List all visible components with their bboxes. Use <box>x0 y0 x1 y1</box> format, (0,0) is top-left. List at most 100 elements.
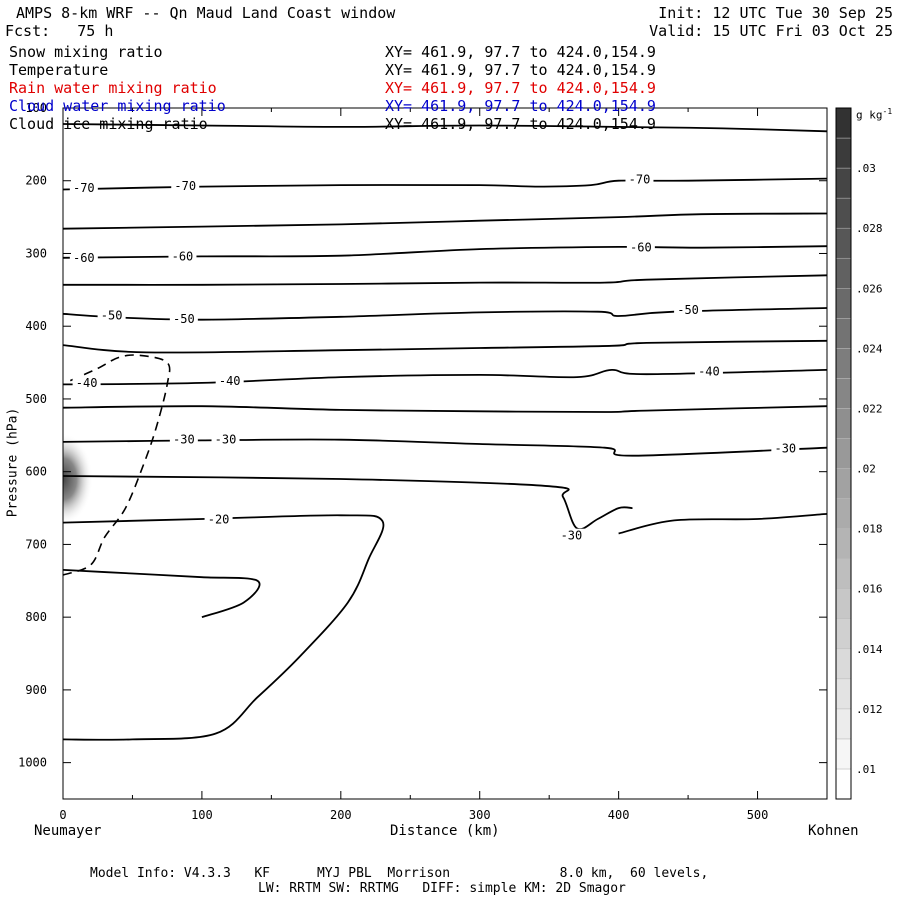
contour-label-bg <box>625 172 654 187</box>
contour-label-bg <box>97 308 126 323</box>
right-endpoint-label: Kohnen <box>808 823 859 839</box>
contour-label-bg <box>69 181 98 196</box>
contour-label-bg <box>215 373 244 388</box>
contour-label-bg <box>69 250 98 265</box>
temperature-contour <box>618 513 827 535</box>
x-tick-label: 500 <box>747 808 769 822</box>
contour-label: -30 <box>561 529 583 543</box>
colorbar-bin <box>835 468 852 499</box>
temperature-contour <box>63 339 827 354</box>
colorbar-tick-label: .016 <box>856 583 883 596</box>
contour-label: -30 <box>774 441 796 455</box>
contour-label-bg <box>168 249 197 264</box>
field-xy: XY= 461.9, 97.7 to 424.0,154.9 <box>385 61 656 79</box>
contour-label-bg <box>674 303 703 318</box>
colorbar-bin <box>835 288 852 319</box>
contour-label-bg <box>72 375 101 390</box>
colorbar-bin <box>835 107 852 139</box>
contour-label: -30 <box>215 433 237 447</box>
contour-label-bg <box>211 432 240 447</box>
init-time: Init: 12 UTC Tue 30 Sep 25 <box>658 4 893 22</box>
colorbar-tick-label: .018 <box>856 523 883 536</box>
colorbar-bin <box>835 618 852 650</box>
field-name: Cloud water mixing ratio <box>9 97 226 115</box>
contour-label: -50 <box>677 303 699 317</box>
contour-label: -70 <box>629 172 651 186</box>
y-tick-label: 200 <box>25 174 47 188</box>
contour-label: -60 <box>172 249 194 263</box>
contour-label: -40 <box>219 374 241 388</box>
field-xy: XY= 461.9, 97.7 to 424.0,154.9 <box>385 97 656 115</box>
colorbar-bin <box>835 167 852 199</box>
cloud-ice-contour-layer <box>63 354 171 576</box>
temperature-contour <box>63 368 827 386</box>
snow-maximum-shading <box>63 432 93 525</box>
snow-shading-layer <box>63 432 93 525</box>
temperature-contour <box>63 274 827 286</box>
temperature-contour <box>63 569 261 619</box>
temperature-contour-layer <box>63 123 827 741</box>
contour-label-bg <box>557 528 586 543</box>
colorbar-bin <box>835 558 852 589</box>
colorbar-bin <box>835 318 852 349</box>
colorbar-bin <box>835 137 852 169</box>
colorbar-unit: g kg-1 <box>856 107 893 122</box>
colorbar-bin <box>835 588 852 619</box>
y-axis-label: Pressure (hPa) <box>5 407 21 518</box>
y-tick-label: 500 <box>25 392 47 406</box>
colorbar-bin <box>835 257 852 289</box>
colorbar-bin <box>835 197 852 229</box>
colorbar-tick-label: .03 <box>856 162 876 175</box>
valid-time: Valid: 15 UTC Fri 03 Oct 25 <box>649 22 893 40</box>
temperature-contour <box>63 212 827 230</box>
contour-label: -70 <box>73 181 95 195</box>
colorbar-bin <box>835 768 852 800</box>
colorbar-tick-label: .014 <box>856 643 883 656</box>
field-name: Temperature <box>9 61 109 79</box>
contour-label-bg <box>694 364 723 379</box>
model-info-line2: LW: RRTM SW: RRTMG DIFF: simple KM: 2D S… <box>258 881 626 896</box>
contour-label: -40 <box>76 376 98 390</box>
field-xy: XY= 461.9, 97.7 to 424.0,154.9 <box>385 79 656 97</box>
contour-label: -50 <box>101 308 123 322</box>
axes-layer: 0 100 200 300 400 500 100 200 300 400 500 600 700 800… <box>18 101 827 822</box>
field-name: Snow mixing ratio <box>9 43 163 61</box>
left-endpoint-label: Neumayer <box>34 823 102 839</box>
contour-label-bg <box>171 178 200 193</box>
colorbar-tick-label: .026 <box>856 282 883 295</box>
temperature-contour <box>63 307 827 321</box>
contour-label: -60 <box>73 251 95 265</box>
y-tick-label: 700 <box>25 537 47 551</box>
colorbar-tick-label: .012 <box>856 703 883 716</box>
y-tick-label: 100 <box>25 101 47 115</box>
contour-label-bg <box>626 240 655 255</box>
colorbar-bin <box>835 738 852 770</box>
colorbar-bin <box>835 498 852 529</box>
x-tick-label: 100 <box>191 808 213 822</box>
y-tick-label: 400 <box>25 319 47 333</box>
x-tick-label: 400 <box>608 808 630 822</box>
field-xy: XY= 461.9, 97.7 to 424.0,154.9 <box>385 43 656 61</box>
temperature-contour <box>63 123 827 133</box>
field-name: Rain water mixing ratio <box>9 79 217 97</box>
colorbar: .01 .012 .014 .016 .018 .02 .022 .024 .026 .028 .0… <box>835 107 883 800</box>
contour-label-bg <box>771 441 800 456</box>
colorbar-bin <box>835 438 852 469</box>
colorbar-tick-label: .028 <box>856 222 883 235</box>
x-axis-label: Distance (km) <box>390 823 500 839</box>
x-tick-label: 200 <box>330 808 352 822</box>
contour-label-layer: -70 -70 -70 -60 -60 -60 -50 -50 -50 -40 -40 -40 -30 -… <box>69 172 800 543</box>
temperature-contour <box>63 405 827 413</box>
temperature-contour <box>63 475 633 531</box>
contour-label: -20 <box>208 513 230 527</box>
y-tick-label: 300 <box>25 246 47 260</box>
temperature-contour <box>63 514 385 741</box>
temperature-contour <box>63 438 827 457</box>
contour-label: -60 <box>630 241 652 255</box>
colorbar-tick-label: .02 <box>856 463 876 476</box>
field-xy: XY= 461.9, 97.7 to 424.0,154.9 <box>385 115 656 133</box>
colorbar-tick-label: .024 <box>856 342 883 355</box>
x-tick-label: 300 <box>469 808 491 822</box>
y-tick-label: 800 <box>25 610 47 624</box>
